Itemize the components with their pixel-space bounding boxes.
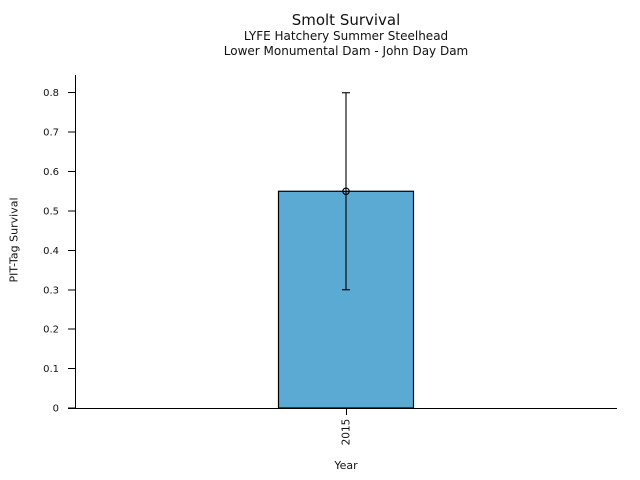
y-tick-label-0.2: 0.2 (43, 325, 59, 336)
y-tick-label-0.6: 0.6 (43, 167, 59, 178)
mean-marker (342, 187, 350, 196)
y-axis-label: PIT-Tag Survival (7, 197, 21, 283)
y-tick-label-0.3: 0.3 (43, 285, 59, 296)
chart-subtitle-line2: Lower Monumental Dam - John Day Dam (223, 44, 469, 58)
chart-title: Smolt Survival (291, 11, 401, 29)
y-tick-label-0.5: 0.5 (43, 206, 59, 217)
y-tick-label-0: 0 (53, 404, 59, 415)
chart-subtitle-line1: LYFE Hatchery Summer Steelhead (243, 29, 449, 43)
y-tick-label-0.4: 0.4 (43, 246, 59, 257)
y-tick-label-0.8: 0.8 (43, 88, 59, 99)
y-tick-label-0.1: 0.1 (43, 364, 59, 375)
x-axis-label: Year (334, 459, 358, 472)
y-tick-label-0.7: 0.7 (43, 128, 59, 139)
x-tick-label-2015: 2015 (340, 419, 352, 446)
